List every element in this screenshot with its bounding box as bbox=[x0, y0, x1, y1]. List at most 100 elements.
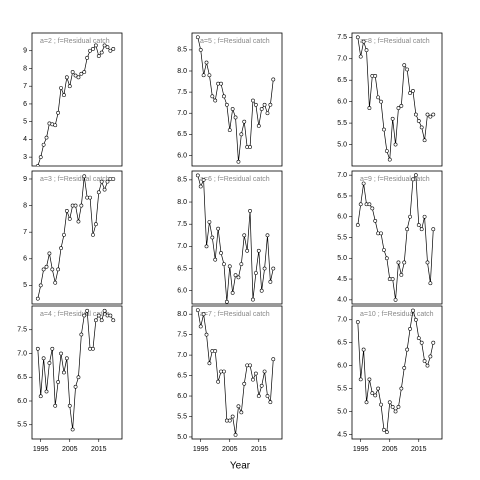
data-point bbox=[245, 248, 250, 253]
data-point bbox=[405, 347, 410, 352]
data-point bbox=[50, 267, 55, 272]
data-point bbox=[248, 363, 252, 368]
data-point bbox=[108, 48, 113, 53]
data-point bbox=[236, 159, 241, 164]
y-tick-label: 6.0 bbox=[177, 393, 187, 400]
y-tick-label: 5.5 bbox=[337, 234, 347, 241]
y-tick-label: 4.5 bbox=[337, 431, 347, 438]
data-point bbox=[82, 174, 87, 179]
data-point bbox=[428, 354, 433, 359]
data-point bbox=[422, 138, 427, 143]
series-line bbox=[37, 44, 114, 166]
data-point bbox=[56, 380, 61, 384]
series-line bbox=[357, 37, 434, 160]
x-tick-label: 1995 bbox=[33, 446, 49, 453]
panel-frame bbox=[351, 32, 443, 167]
data-point bbox=[408, 214, 412, 219]
data-point bbox=[233, 115, 238, 120]
data-point bbox=[227, 128, 232, 133]
y-tick-label: 4.0 bbox=[337, 297, 347, 304]
panel: a=3 ; f=Residual catch bbox=[35, 174, 116, 301]
data-point bbox=[64, 356, 69, 361]
data-point bbox=[41, 356, 46, 361]
panel-frame bbox=[191, 32, 283, 167]
data-point bbox=[201, 312, 206, 317]
y-tick-label: 8.5 bbox=[177, 47, 187, 54]
data-point bbox=[262, 266, 267, 271]
data-point bbox=[207, 220, 212, 224]
y-tick-label: 7.5 bbox=[177, 221, 187, 228]
data-point bbox=[259, 107, 264, 111]
data-point bbox=[405, 67, 410, 72]
data-point bbox=[91, 232, 95, 237]
y-tick-label: 8.0 bbox=[177, 68, 187, 75]
y-tick-label: 8 bbox=[23, 202, 27, 209]
y-tick-label: 7.0 bbox=[177, 352, 187, 359]
data-point bbox=[47, 251, 52, 256]
data-point bbox=[99, 318, 104, 323]
data-point bbox=[195, 173, 200, 178]
data-point bbox=[111, 177, 116, 181]
data-point bbox=[265, 111, 270, 116]
data-point bbox=[384, 430, 389, 435]
y-tick-label: 7 bbox=[23, 83, 27, 90]
data-point bbox=[251, 297, 255, 302]
data-point bbox=[210, 235, 215, 240]
data-point bbox=[355, 223, 360, 227]
data-point bbox=[44, 389, 49, 394]
data-point bbox=[384, 256, 389, 261]
panel-frame bbox=[31, 170, 123, 305]
panel-frame bbox=[191, 305, 283, 440]
y-tick-label: 7.0 bbox=[177, 110, 187, 117]
data-point bbox=[207, 73, 212, 78]
panel-title: a=9 ; f=Residual catch bbox=[360, 176, 430, 183]
data-point bbox=[230, 291, 235, 295]
data-point bbox=[195, 35, 200, 40]
data-point bbox=[390, 116, 395, 121]
data-point bbox=[111, 318, 116, 323]
data-point bbox=[411, 308, 415, 313]
y-tick-label: 5.5 bbox=[337, 385, 347, 392]
data-point bbox=[67, 403, 72, 408]
data-point bbox=[379, 402, 383, 407]
data-point bbox=[70, 70, 75, 74]
data-point bbox=[79, 332, 84, 337]
data-point bbox=[222, 369, 226, 374]
data-point bbox=[201, 177, 206, 182]
data-point bbox=[96, 54, 101, 58]
data-point bbox=[431, 340, 436, 345]
data-point bbox=[364, 48, 369, 53]
data-point bbox=[396, 260, 401, 265]
panel-frame bbox=[351, 305, 443, 440]
y-tick-label: 8.5 bbox=[177, 177, 187, 184]
data-point bbox=[224, 299, 229, 304]
data-point bbox=[384, 149, 389, 153]
data-point bbox=[370, 206, 375, 211]
y-tick-label: 6.0 bbox=[177, 152, 187, 159]
data-point bbox=[85, 308, 90, 313]
data-point bbox=[53, 403, 58, 408]
data-point bbox=[256, 123, 261, 128]
data-point bbox=[64, 75, 69, 80]
panel: a=5 ; f=Residual catch bbox=[195, 35, 276, 164]
data-point bbox=[73, 73, 78, 78]
data-point bbox=[93, 318, 98, 323]
data-point bbox=[358, 377, 363, 382]
panel: a=2 ; f=Residual catch bbox=[35, 38, 116, 166]
data-point bbox=[358, 202, 363, 207]
data-point bbox=[431, 112, 436, 117]
data-point bbox=[224, 102, 229, 107]
panel: a=7 ; f=Residual catch bbox=[195, 308, 276, 437]
data-point bbox=[204, 60, 209, 65]
data-point bbox=[399, 273, 404, 277]
data-point bbox=[382, 127, 386, 132]
series-line bbox=[37, 309, 114, 430]
y-tick-label: 6.0 bbox=[337, 362, 347, 369]
y-tick-label: 6.0 bbox=[337, 214, 347, 221]
y-tick-label: 6.5 bbox=[337, 77, 347, 84]
series-line bbox=[197, 310, 274, 435]
y-tick-label: 8.0 bbox=[177, 199, 187, 206]
data-point bbox=[47, 361, 52, 365]
data-point bbox=[62, 232, 66, 237]
y-tick-label: 6.5 bbox=[177, 131, 187, 138]
